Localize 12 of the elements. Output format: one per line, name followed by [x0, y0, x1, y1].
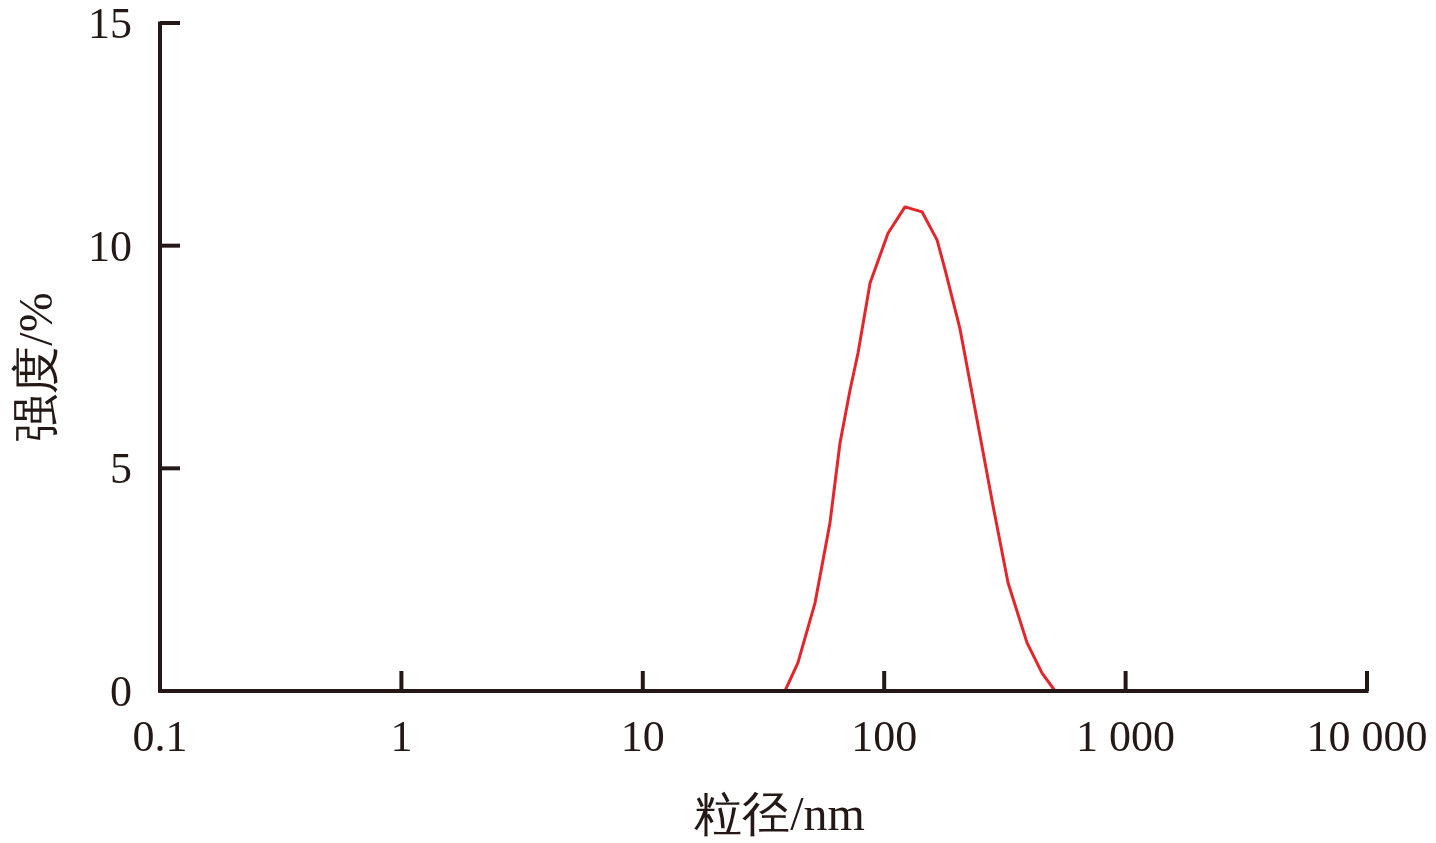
x-tick-label: 0.1 [132, 712, 188, 761]
x-axis-title: 粒径/nm [694, 787, 865, 840]
x-tick-label: 10 [620, 712, 665, 761]
y-tick-label: 10 [88, 221, 132, 271]
y-tick-label: 0 [110, 667, 132, 716]
x-tick-label: 100 [851, 712, 918, 761]
x-tick-label: 1 [390, 712, 413, 761]
x-tick-label: 10 000 [1306, 712, 1428, 761]
y-axis-title: 强度/% [9, 292, 62, 442]
y-tick-label: 5 [110, 444, 132, 494]
x-tick-label: 1 000 [1076, 712, 1176, 761]
y-tick-label: 15 [88, 0, 132, 48]
